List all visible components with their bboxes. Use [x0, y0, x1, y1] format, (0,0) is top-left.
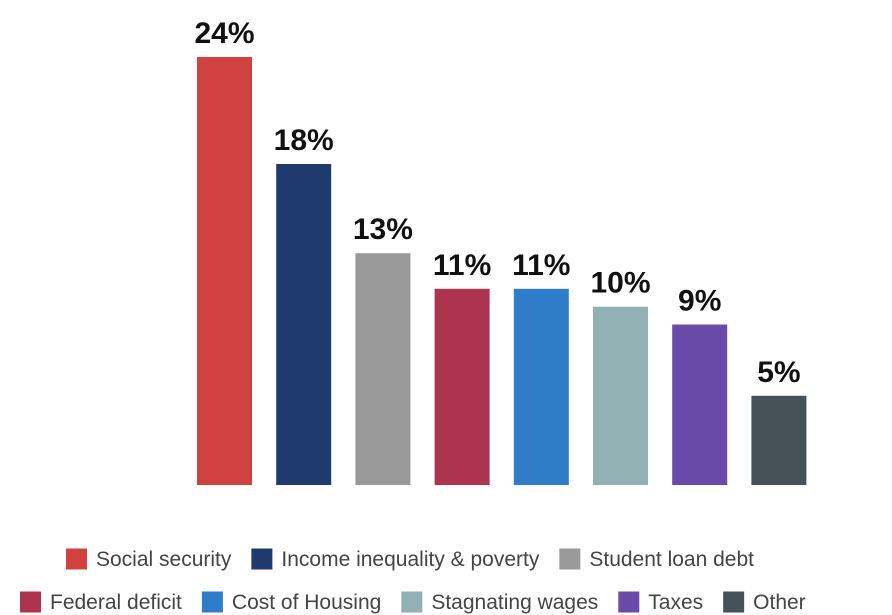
- legend-swatch: [201, 591, 223, 613]
- value-label-other: 5%: [757, 356, 800, 389]
- value-label-cost-of-housing: 11%: [512, 249, 570, 282]
- bar-taxes: [672, 324, 728, 485]
- legend-item-income-inequality-and-poverty: Income inequality & poverty: [251, 548, 540, 571]
- bar-stagnating-wages: [593, 306, 648, 485]
- legend-swatch: [559, 548, 581, 570]
- legend-label: Cost of Housing: [232, 591, 381, 614]
- legend-swatch: [251, 548, 273, 570]
- bar-federal-deficit: [434, 288, 490, 485]
- value-label-student-loan-debt: 13%: [353, 213, 413, 246]
- value-label-social-security: 24%: [194, 17, 254, 50]
- legend-swatch: [723, 591, 745, 613]
- legend-label: Taxes: [648, 591, 703, 614]
- legend-label: Student loan debt: [589, 548, 754, 571]
- bar-income-inequality-and-poverty: [276, 164, 332, 485]
- legend-item-cost-of-housing: Cost of Housing: [201, 591, 381, 614]
- legend-item-social-security: Social security: [66, 548, 232, 571]
- legend-item-stagnating-wages: Stagnating wages: [401, 591, 598, 614]
- bars-group: [197, 57, 807, 485]
- value-label-federal-deficit: 11%: [433, 249, 491, 282]
- legend-swatch: [401, 591, 423, 613]
- value-label-income-inequality-and-poverty: 18%: [274, 124, 334, 157]
- bar-other: [751, 395, 807, 485]
- legend-label: Other: [753, 591, 806, 614]
- value-labels-group: 24% 18% 13% 11% 11% 10% 9% 5%: [194, 17, 800, 389]
- legend-swatch: [618, 591, 640, 613]
- legend-item-student-loan-debt: Student loan debt: [559, 548, 754, 571]
- legend: Social security Income inequality & pover…: [20, 548, 806, 614]
- legend-item-other: Other: [723, 591, 806, 614]
- legend-item-federal-deficit: Federal deficit: [20, 591, 182, 614]
- legend-label: Stagnating wages: [431, 591, 598, 614]
- legend-item-taxes: Taxes: [618, 591, 703, 614]
- bar-student-loan-debt: [355, 253, 411, 485]
- legend-label: Federal deficit: [50, 591, 182, 614]
- legend-swatch: [20, 591, 41, 613]
- legend-label: Income inequality & poverty: [281, 548, 539, 571]
- legend-swatch: [66, 548, 87, 570]
- value-label-taxes: 9%: [678, 285, 721, 318]
- bar-social-security: [197, 57, 252, 485]
- bar-cost-of-housing: [513, 288, 569, 485]
- value-label-stagnating-wages: 10%: [590, 267, 650, 300]
- legend-label: Social security: [96, 548, 232, 571]
